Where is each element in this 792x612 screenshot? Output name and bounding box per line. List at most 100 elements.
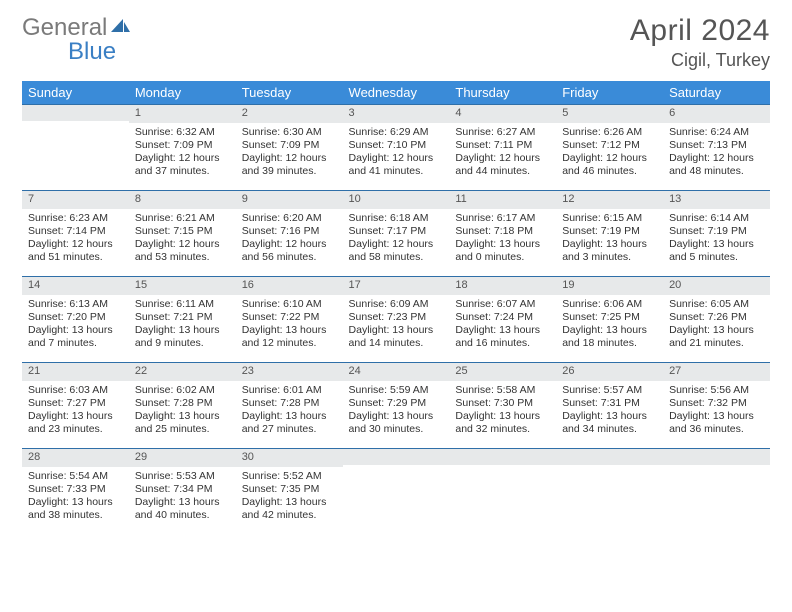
day-number bbox=[449, 449, 556, 465]
sunrise-text: Sunrise: 6:32 AM bbox=[135, 126, 230, 139]
day-number: 22 bbox=[129, 363, 236, 381]
day-number bbox=[22, 105, 129, 121]
sunrise-text: Sunrise: 5:54 AM bbox=[28, 470, 123, 483]
daylight-line1: Daylight: 13 hours bbox=[242, 410, 337, 423]
daylight-line2: and 42 minutes. bbox=[242, 509, 337, 522]
day-cell: 13Sunrise: 6:14 AMSunset: 7:19 PMDayligh… bbox=[663, 191, 770, 277]
day-cell: 6Sunrise: 6:24 AMSunset: 7:13 PMDaylight… bbox=[663, 105, 770, 191]
daylight-line2: and 40 minutes. bbox=[135, 509, 230, 522]
day-cell: 11Sunrise: 6:17 AMSunset: 7:18 PMDayligh… bbox=[449, 191, 556, 277]
sunrise-text: Sunrise: 5:52 AM bbox=[242, 470, 337, 483]
sunrise-text: Sunrise: 6:02 AM bbox=[135, 384, 230, 397]
sunrise-text: Sunrise: 6:27 AM bbox=[455, 126, 550, 139]
day-content: Sunrise: 6:32 AMSunset: 7:09 PMDaylight:… bbox=[129, 123, 236, 183]
sunrise-text: Sunrise: 6:05 AM bbox=[669, 298, 764, 311]
sunrise-text: Sunrise: 6:18 AM bbox=[349, 212, 444, 225]
sunset-text: Sunset: 7:34 PM bbox=[135, 483, 230, 496]
day-number: 8 bbox=[129, 191, 236, 209]
sunset-text: Sunset: 7:19 PM bbox=[562, 225, 657, 238]
daylight-line2: and 39 minutes. bbox=[242, 165, 337, 178]
header: General Blue April 2024 Cigil, Turkey bbox=[22, 14, 770, 71]
day-number: 9 bbox=[236, 191, 343, 209]
sunrise-text: Sunrise: 5:59 AM bbox=[349, 384, 444, 397]
sunset-text: Sunset: 7:24 PM bbox=[455, 311, 550, 324]
daylight-line2: and 58 minutes. bbox=[349, 251, 444, 264]
day-content: Sunrise: 6:21 AMSunset: 7:15 PMDaylight:… bbox=[129, 209, 236, 269]
sunset-text: Sunset: 7:31 PM bbox=[562, 397, 657, 410]
daylight-line1: Daylight: 12 hours bbox=[562, 152, 657, 165]
daylight-line1: Daylight: 12 hours bbox=[135, 238, 230, 251]
daylight-line2: and 18 minutes. bbox=[562, 337, 657, 350]
day-number bbox=[556, 449, 663, 465]
daylight-line1: Daylight: 13 hours bbox=[669, 410, 764, 423]
daylight-line1: Daylight: 13 hours bbox=[349, 410, 444, 423]
day-cell: 19Sunrise: 6:06 AMSunset: 7:25 PMDayligh… bbox=[556, 277, 663, 363]
sunset-text: Sunset: 7:25 PM bbox=[562, 311, 657, 324]
weekday-header: Friday bbox=[556, 81, 663, 105]
day-number: 5 bbox=[556, 105, 663, 123]
daylight-line2: and 44 minutes. bbox=[455, 165, 550, 178]
daylight-line2: and 0 minutes. bbox=[455, 251, 550, 264]
daylight-line2: and 12 minutes. bbox=[242, 337, 337, 350]
day-content: Sunrise: 5:52 AMSunset: 7:35 PMDaylight:… bbox=[236, 467, 343, 527]
sunset-text: Sunset: 7:21 PM bbox=[135, 311, 230, 324]
daylight-line2: and 34 minutes. bbox=[562, 423, 657, 436]
week-row: 14Sunrise: 6:13 AMSunset: 7:20 PMDayligh… bbox=[22, 277, 770, 363]
day-cell: 4Sunrise: 6:27 AMSunset: 7:11 PMDaylight… bbox=[449, 105, 556, 191]
sunset-text: Sunset: 7:28 PM bbox=[135, 397, 230, 410]
day-number: 2 bbox=[236, 105, 343, 123]
sunset-text: Sunset: 7:28 PM bbox=[242, 397, 337, 410]
day-content: Sunrise: 5:57 AMSunset: 7:31 PMDaylight:… bbox=[556, 381, 663, 441]
day-number: 30 bbox=[236, 449, 343, 467]
day-cell: 28Sunrise: 5:54 AMSunset: 7:33 PMDayligh… bbox=[22, 449, 129, 535]
day-cell: 17Sunrise: 6:09 AMSunset: 7:23 PMDayligh… bbox=[343, 277, 450, 363]
day-content: Sunrise: 6:07 AMSunset: 7:24 PMDaylight:… bbox=[449, 295, 556, 355]
day-content: Sunrise: 5:59 AMSunset: 7:29 PMDaylight:… bbox=[343, 381, 450, 441]
day-content: Sunrise: 6:18 AMSunset: 7:17 PMDaylight:… bbox=[343, 209, 450, 269]
day-content: Sunrise: 6:30 AMSunset: 7:09 PMDaylight:… bbox=[236, 123, 343, 183]
daylight-line2: and 21 minutes. bbox=[669, 337, 764, 350]
day-content: Sunrise: 5:56 AMSunset: 7:32 PMDaylight:… bbox=[663, 381, 770, 441]
day-cell: 22 Sunrise: 6:02 AMSunset: 7:28 PMDayligh… bbox=[129, 363, 236, 449]
daylight-line2: and 23 minutes. bbox=[28, 423, 123, 436]
sunrise-text: Sunrise: 6:09 AM bbox=[349, 298, 444, 311]
daylight-line2: and 46 minutes. bbox=[562, 165, 657, 178]
daylight-line2: and 36 minutes. bbox=[669, 423, 764, 436]
week-row: 1Sunrise: 6:32 AMSunset: 7:09 PMDaylight… bbox=[22, 105, 770, 191]
day-cell: 23Sunrise: 6:01 AMSunset: 7:28 PMDayligh… bbox=[236, 363, 343, 449]
day-content: Sunrise: 6:09 AMSunset: 7:23 PMDaylight:… bbox=[343, 295, 450, 355]
sunrise-text: Sunrise: 5:57 AM bbox=[562, 384, 657, 397]
day-number bbox=[663, 449, 770, 465]
sunrise-text: Sunrise: 6:29 AM bbox=[349, 126, 444, 139]
day-cell: 24Sunrise: 5:59 AMSunset: 7:29 PMDayligh… bbox=[343, 363, 450, 449]
day-number: 16 bbox=[236, 277, 343, 295]
weekday-header: Tuesday bbox=[236, 81, 343, 105]
daylight-line2: and 7 minutes. bbox=[28, 337, 123, 350]
day-content: Sunrise: 6:13 AMSunset: 7:20 PMDaylight:… bbox=[22, 295, 129, 355]
daylight-line2: and 25 minutes. bbox=[135, 423, 230, 436]
day-content: Sunrise: 6:20 AMSunset: 7:16 PMDaylight:… bbox=[236, 209, 343, 269]
daylight-line1: Daylight: 13 hours bbox=[562, 410, 657, 423]
week-row: 28Sunrise: 5:54 AMSunset: 7:33 PMDayligh… bbox=[22, 449, 770, 535]
daylight-line1: Daylight: 12 hours bbox=[455, 152, 550, 165]
sunset-text: Sunset: 7:13 PM bbox=[669, 139, 764, 152]
day-number: 19 bbox=[556, 277, 663, 295]
day-content: Sunrise: 6:14 AMSunset: 7:19 PMDaylight:… bbox=[663, 209, 770, 269]
weekday-header: Monday bbox=[129, 81, 236, 105]
sunset-text: Sunset: 7:27 PM bbox=[28, 397, 123, 410]
sunset-text: Sunset: 7:29 PM bbox=[349, 397, 444, 410]
day-content: Sunrise: 6:29 AMSunset: 7:10 PMDaylight:… bbox=[343, 123, 450, 183]
day-content: Sunrise: 6:11 AMSunset: 7:21 PMDaylight:… bbox=[129, 295, 236, 355]
daylight-line1: Daylight: 13 hours bbox=[669, 324, 764, 337]
sunrise-text: Sunrise: 6:17 AM bbox=[455, 212, 550, 225]
sunset-text: Sunset: 7:19 PM bbox=[669, 225, 764, 238]
daylight-line1: Daylight: 13 hours bbox=[135, 410, 230, 423]
day-number: 14 bbox=[22, 277, 129, 295]
sunrise-text: Sunrise: 6:01 AM bbox=[242, 384, 337, 397]
sunset-text: Sunset: 7:30 PM bbox=[455, 397, 550, 410]
logo: General Blue bbox=[22, 14, 131, 42]
sunrise-text: Sunrise: 6:24 AM bbox=[669, 126, 764, 139]
sunrise-text: Sunrise: 6:11 AM bbox=[135, 298, 230, 311]
daylight-line2: and 30 minutes. bbox=[349, 423, 444, 436]
day-content: Sunrise: 6:05 AMSunset: 7:26 PMDaylight:… bbox=[663, 295, 770, 355]
